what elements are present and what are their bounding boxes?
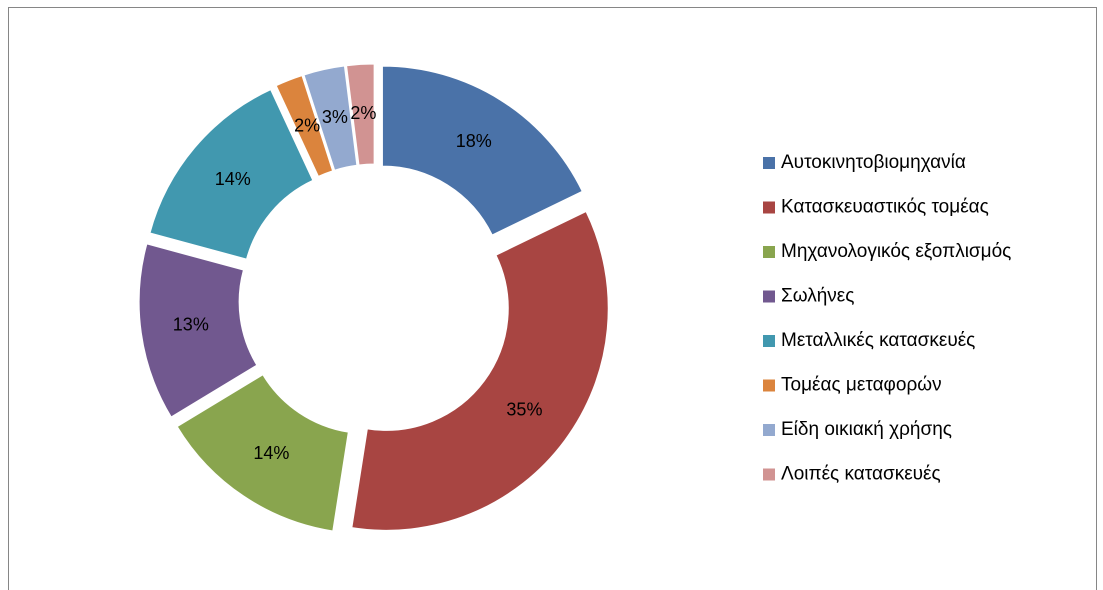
slice xyxy=(303,65,358,171)
legend-label: Σωλήνες xyxy=(781,286,854,307)
data-label: 18% xyxy=(456,131,492,151)
legend-swatch xyxy=(763,157,775,169)
legend-label: Μεταλλικές κατασκευές xyxy=(781,330,975,351)
data-label: 3% xyxy=(322,107,348,127)
data-label: 2% xyxy=(350,103,376,123)
slice xyxy=(176,374,349,532)
legend-swatch xyxy=(763,468,775,481)
slice xyxy=(381,65,583,236)
data-label: 2% xyxy=(294,116,320,136)
slice xyxy=(351,210,609,531)
data-label: 13% xyxy=(173,315,209,335)
data-label: 14% xyxy=(215,169,251,189)
slice xyxy=(149,89,314,260)
data-label: 35% xyxy=(506,399,542,419)
slice xyxy=(138,243,258,418)
legend-label: Λοιπές κατασκευές xyxy=(781,464,941,485)
legend-label: Είδη οικιακή χρήσης xyxy=(781,419,952,440)
legend-swatch xyxy=(763,424,775,436)
chart-border xyxy=(8,7,1097,590)
legend-swatch xyxy=(763,335,775,347)
legend-swatch xyxy=(763,290,775,303)
slice xyxy=(275,74,334,178)
data-label: 14% xyxy=(253,443,289,463)
legend-label: Αυτοκινητοβιομηχανία xyxy=(781,152,966,173)
legend-label: Τομέας μεταφορών xyxy=(781,375,942,396)
legend-swatch xyxy=(763,201,775,214)
legend-swatch xyxy=(763,379,775,392)
legend-swatch xyxy=(763,246,775,258)
legend-label: Μηχανολογικός εξοπλισμός xyxy=(781,241,1011,262)
slice xyxy=(346,63,375,166)
legend-label: Κατασκευαστικός τομέας xyxy=(781,197,989,218)
